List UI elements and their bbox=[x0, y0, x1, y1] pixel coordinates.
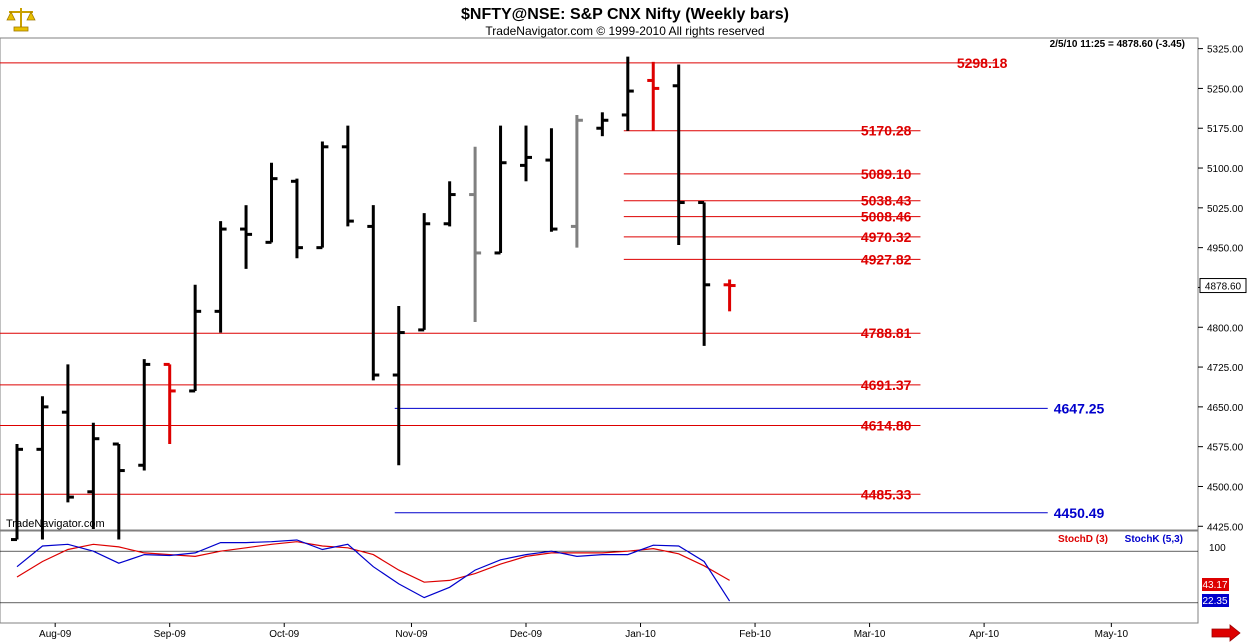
chart-subtitle: TradeNavigator.com © 1999-2010 All right… bbox=[485, 24, 764, 38]
level-label: 4614.80 bbox=[861, 418, 912, 434]
ohlc-bar bbox=[570, 114, 583, 248]
ohlc-bar bbox=[36, 396, 49, 540]
stoch-k-value-badge: 22.35 bbox=[1202, 594, 1229, 607]
stoch-d-legend: StochD (3) bbox=[1058, 534, 1108, 545]
last-trade-info: 2/5/10 11:25 = 4878.60 (-3.45) bbox=[1050, 39, 1185, 50]
price-tick-label: 4425.00 bbox=[1207, 522, 1244, 533]
ohlc-bar bbox=[723, 279, 736, 312]
ohlc-bar bbox=[367, 205, 380, 381]
ohlc-bar bbox=[418, 213, 431, 332]
level-label: 5089.10 bbox=[861, 166, 912, 182]
stochastic-oscillator bbox=[0, 539, 1198, 604]
time-tick-label: Sep-09 bbox=[154, 629, 187, 640]
scales-logo-icon[interactable] bbox=[4, 4, 38, 34]
ohlc-bar bbox=[316, 141, 329, 250]
time-tick-label: Oct-09 bbox=[269, 629, 299, 640]
ohlc-bar bbox=[621, 56, 634, 131]
time-tick-label: Dec-09 bbox=[510, 629, 543, 640]
ohlc-bar bbox=[189, 284, 202, 393]
stoch-k-legend: StochK (5,3) bbox=[1125, 534, 1183, 545]
time-tick-label: Aug-09 bbox=[39, 629, 72, 640]
ohlc-bar bbox=[163, 362, 176, 445]
ohlc-bar bbox=[443, 181, 456, 227]
time-tick-label: Jan-10 bbox=[625, 629, 656, 640]
stoch-k-value: 22.35 bbox=[1202, 596, 1227, 607]
current-price-label: 4878.60 bbox=[1205, 282, 1242, 293]
ohlc-bar bbox=[11, 444, 23, 542]
current-price-badge bbox=[1199, 278, 1247, 294]
price-tick-label: 5175.00 bbox=[1207, 124, 1244, 135]
price-tick-label: 5025.00 bbox=[1207, 204, 1244, 215]
ohlc-bar bbox=[61, 364, 74, 503]
price-tick-label: 4800.00 bbox=[1207, 323, 1244, 334]
ohlc-bar bbox=[240, 205, 253, 269]
ohlc-bar bbox=[469, 146, 482, 322]
price-tick-label: 4950.00 bbox=[1207, 244, 1244, 255]
price-tick-label: 5100.00 bbox=[1207, 164, 1244, 175]
stoch-k-line bbox=[16, 539, 731, 602]
ohlc-bar bbox=[545, 128, 558, 232]
ohlc-bar bbox=[672, 64, 685, 245]
ohlc-bars bbox=[11, 56, 736, 542]
level-label: 4450.49 bbox=[1054, 505, 1105, 521]
ohlc-bar bbox=[647, 61, 660, 131]
time-tick-label: Nov-09 bbox=[395, 629, 428, 640]
level-label: 4485.33 bbox=[861, 486, 912, 502]
stoch-d-value-badge: 43.17 bbox=[1202, 578, 1229, 591]
watermark: TradeNavigator.com bbox=[6, 518, 105, 530]
stoch-axis-tick-100: 100 bbox=[1209, 543, 1226, 554]
ohlc-bar bbox=[214, 221, 227, 333]
price-tick-label: 4725.00 bbox=[1207, 363, 1244, 374]
time-tick-label: Feb-10 bbox=[739, 629, 771, 640]
ohlc-bar bbox=[341, 125, 354, 227]
price-tick-label: 4650.00 bbox=[1207, 403, 1244, 414]
time-tick-label: May-10 bbox=[1095, 629, 1129, 640]
level-label: 5038.43 bbox=[861, 193, 912, 209]
price-panel bbox=[0, 37, 1199, 531]
chart-header: $NFTY@NSE: S&P CNX Nifty (Weekly bars) T… bbox=[4, 4, 789, 38]
level-label: 4788.81 bbox=[861, 325, 912, 341]
chart-title: $NFTY@NSE: S&P CNX Nifty (Weekly bars) bbox=[461, 6, 789, 23]
right-arrow-icon[interactable] bbox=[1211, 624, 1241, 642]
ohlc-bar bbox=[112, 442, 125, 540]
time-tick-label: Apr-10 bbox=[969, 629, 999, 640]
level-label: 5170.28 bbox=[861, 123, 912, 139]
time-tick-label: Mar-10 bbox=[854, 629, 886, 640]
stoch-d-line bbox=[16, 541, 730, 583]
level-label: 4647.25 bbox=[1054, 400, 1105, 416]
price-tick-label: 4500.00 bbox=[1207, 482, 1244, 493]
ohlc-bar bbox=[87, 422, 100, 529]
level-label: 5008.46 bbox=[861, 209, 912, 225]
price-tick-label: 5250.00 bbox=[1207, 84, 1244, 95]
time-axis: Aug-09 Sep-09 Oct-09 Nov-09 Dec-09 Jan-10 Feb-… bbox=[0, 622, 1198, 640]
level-label: 4691.37 bbox=[861, 377, 912, 393]
level-label: 4927.82 bbox=[861, 251, 912, 267]
stochastic-panel bbox=[0, 530, 1199, 624]
stoch-d-value: 43.17 bbox=[1202, 580, 1227, 591]
price-tick-label: 5325.00 bbox=[1207, 45, 1244, 56]
level-label: 5298.18 bbox=[957, 55, 1008, 71]
price-axis: 5325.00 5250.00 5175.00 5100.00 5025.00 4950.… bbox=[1198, 45, 1247, 533]
price-tick-label: 4575.00 bbox=[1207, 443, 1244, 454]
level-label: 4970.32 bbox=[861, 229, 912, 245]
ohlc-bar bbox=[290, 178, 303, 259]
ohlc-bar bbox=[494, 125, 507, 255]
ohlc-bar bbox=[392, 306, 405, 466]
ohlc-bar bbox=[520, 125, 532, 182]
ohlc-bar bbox=[596, 112, 609, 137]
ohlc-bar bbox=[138, 359, 151, 471]
ohlc-bar bbox=[698, 201, 711, 346]
ohlc-bar bbox=[265, 162, 278, 244]
